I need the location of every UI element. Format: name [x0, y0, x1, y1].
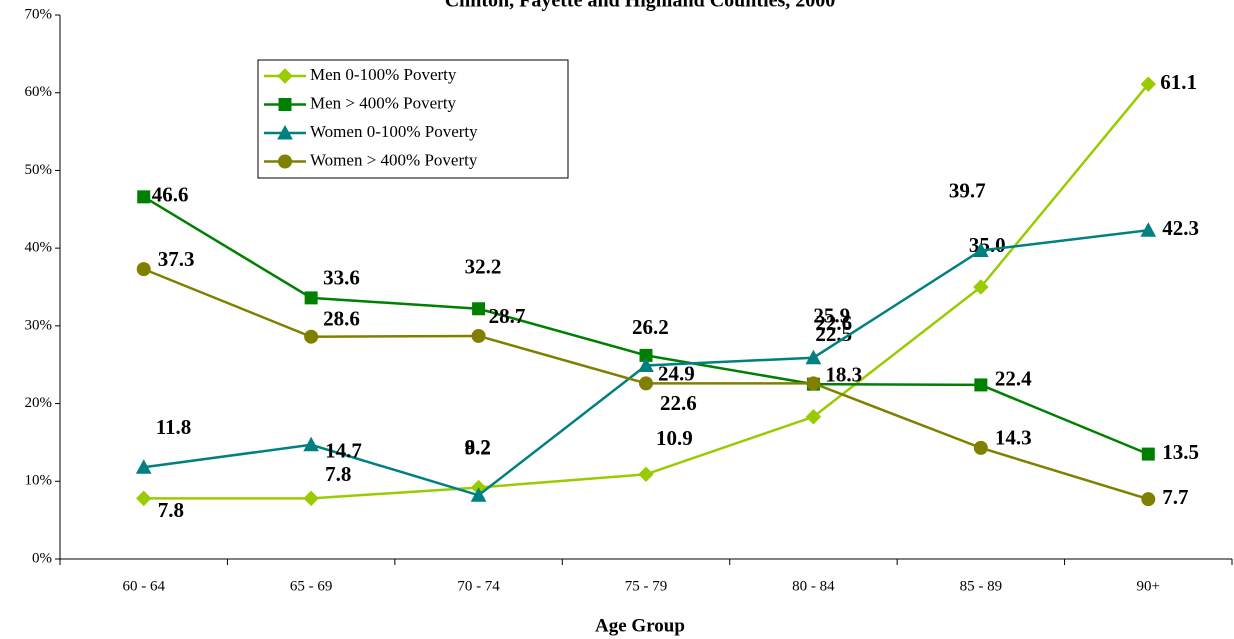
data-label: 8.2 — [465, 435, 491, 459]
y-tick-label: 50% — [25, 162, 53, 178]
data-point — [303, 490, 319, 507]
y-tick-label: 70% — [25, 6, 53, 22]
data-label: 7.8 — [158, 498, 184, 522]
data-label: 25.9 — [813, 304, 850, 328]
data-point — [639, 376, 653, 391]
data-point — [805, 409, 822, 425]
y-tick-label: 40% — [25, 240, 53, 256]
legend-label: Women > 400% Poverty — [310, 150, 478, 169]
data-label: 37.3 — [158, 247, 195, 271]
data-point — [136, 262, 151, 277]
x-tick-label: 65 - 69 — [290, 578, 333, 594]
data-label: 39.7 — [949, 178, 986, 202]
data-point — [304, 329, 319, 344]
data-point — [471, 328, 486, 343]
data-label: 11.8 — [156, 415, 192, 439]
x-tick-label: 75 - 79 — [625, 578, 668, 594]
data-point — [973, 242, 989, 257]
data-label: 9.2 — [465, 435, 491, 459]
data-label: 22.4 — [995, 367, 1032, 391]
legend-marker — [278, 98, 292, 111]
legend-marker — [277, 68, 293, 84]
y-tick-label: 30% — [25, 317, 53, 333]
data-label: 42.3 — [1162, 216, 1199, 240]
data-point — [1140, 222, 1157, 237]
data-label: 46.6 — [152, 183, 189, 207]
data-label: 28.7 — [489, 304, 526, 328]
data-point — [973, 279, 989, 295]
data-point — [303, 436, 319, 452]
data-point — [1141, 447, 1155, 461]
data-point — [638, 466, 654, 482]
data-label: 26.2 — [632, 315, 669, 339]
legend-box — [257, 59, 569, 179]
data-label: 24.9 — [658, 361, 695, 385]
legend-marker — [277, 124, 293, 140]
x-tick-label: 60 - 64 — [122, 578, 165, 594]
data-point — [1141, 492, 1156, 507]
data-label: 22.6 — [815, 311, 852, 335]
data-label: 14.7 — [325, 439, 362, 463]
data-point — [472, 302, 486, 316]
data-point — [805, 349, 822, 365]
legend-label: Men > 400% Poverty — [310, 93, 457, 112]
legend-label: Men 0-100% Poverty — [310, 65, 457, 84]
x-axis-label: Age Group — [595, 615, 685, 636]
y-tick-label: 20% — [25, 395, 53, 411]
data-point — [136, 490, 152, 507]
data-label: 14.3 — [995, 426, 1032, 450]
data-point — [638, 357, 654, 372]
data-label: 13.5 — [1162, 440, 1199, 464]
data-label: 22.5 — [815, 322, 852, 346]
data-point — [974, 378, 988, 392]
data-point — [1140, 76, 1156, 92]
x-tick-label: 85 - 89 — [960, 578, 1003, 594]
data-label: 7.7 — [1162, 485, 1188, 509]
x-tick-label: 80 - 84 — [792, 578, 835, 594]
data-point — [304, 291, 318, 305]
data-label: 32.2 — [465, 255, 502, 279]
data-label: 7.8 — [325, 462, 351, 486]
y-tick-label: 10% — [25, 473, 53, 489]
legend-marker — [278, 154, 292, 169]
data-point — [135, 459, 152, 474]
y-tick-label: 0% — [32, 550, 52, 566]
data-label: 33.6 — [323, 266, 360, 290]
data-point — [806, 376, 821, 391]
data-point — [973, 440, 988, 455]
data-label: 10.9 — [656, 426, 693, 450]
data-point — [137, 190, 151, 204]
chart-title: Clinton, Fayette and Highland Counties, … — [445, 0, 836, 12]
data-label: 22.6 — [660, 391, 697, 415]
data-label: 18.3 — [825, 363, 862, 387]
x-tick-label: 90+ — [1137, 578, 1160, 594]
data-label: 28.6 — [323, 307, 360, 331]
y-tick-label: 60% — [25, 84, 53, 100]
x-tick-label: 70 - 74 — [457, 578, 500, 594]
legend-label: Women 0-100% Poverty — [310, 122, 478, 141]
data-label: 61.1 — [1160, 70, 1197, 94]
data-point — [470, 487, 487, 502]
